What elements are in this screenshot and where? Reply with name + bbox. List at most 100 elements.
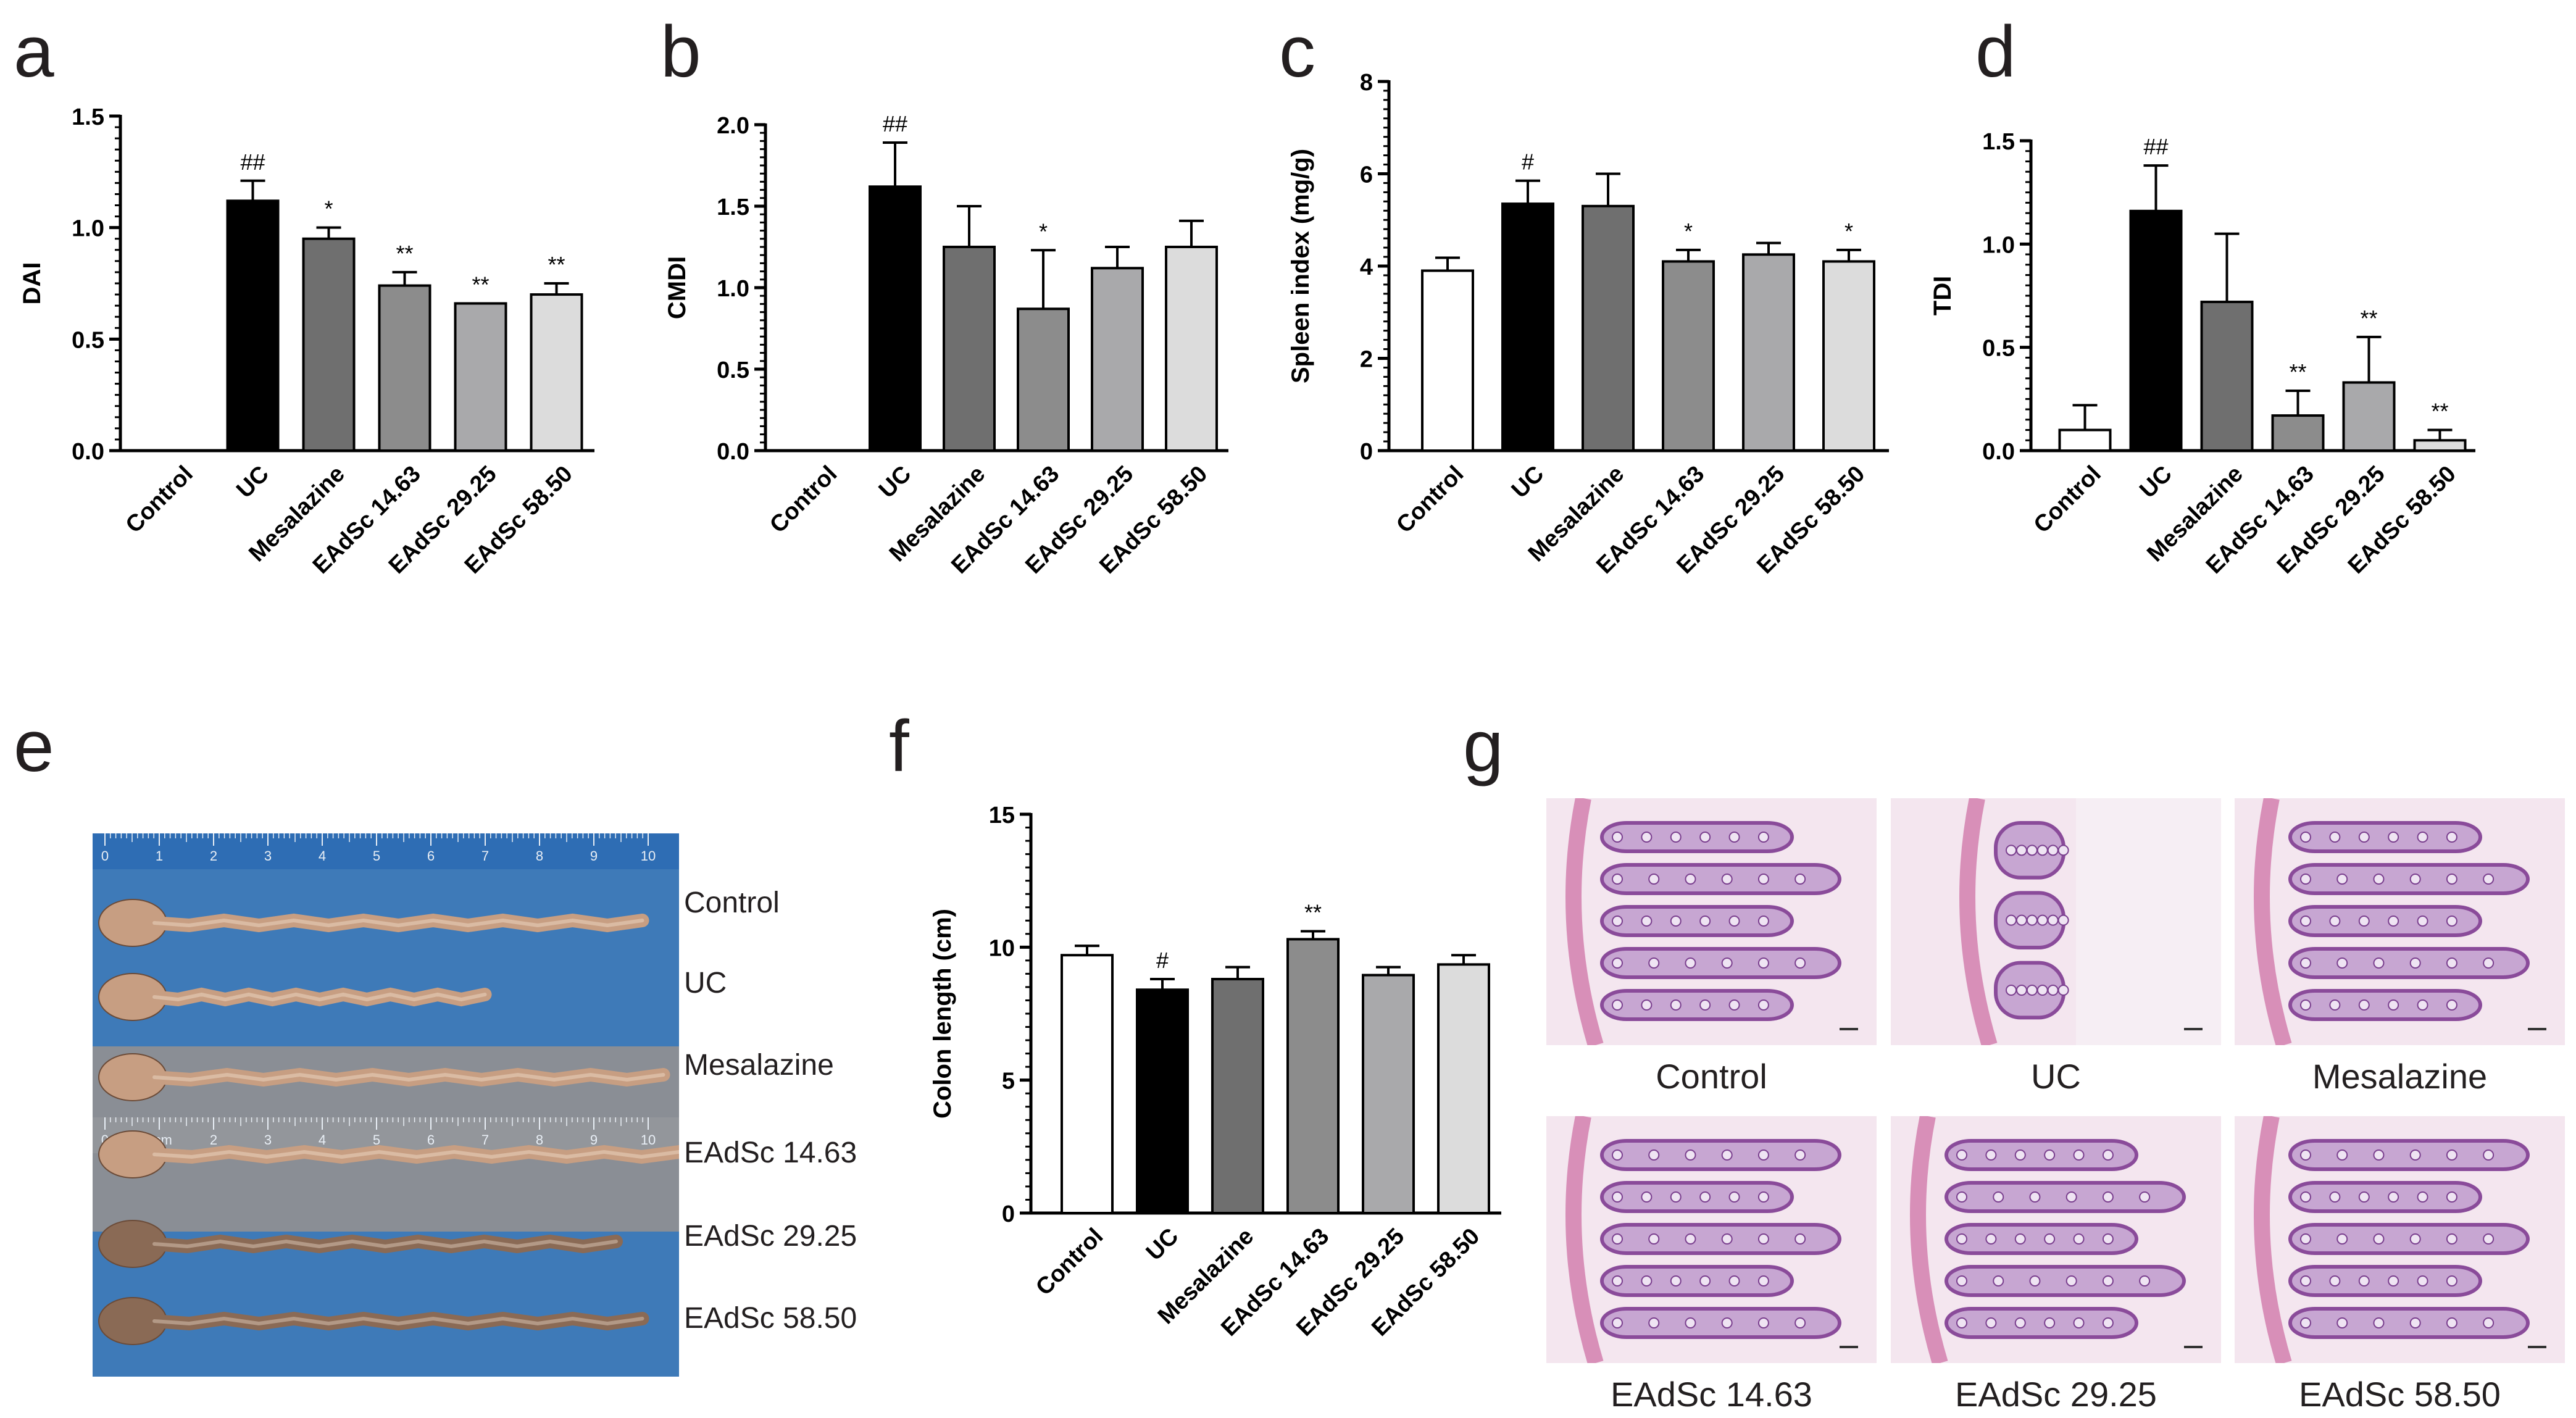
significance-label: ** — [2289, 359, 2306, 385]
scale-bar — [2184, 1028, 2203, 1030]
gland — [2102, 1191, 2114, 1203]
scale-bar — [2184, 1346, 2203, 1348]
bar — [2271, 414, 2325, 453]
bar — [1136, 988, 1189, 1214]
gland — [2300, 957, 2311, 969]
gland — [2073, 1317, 2085, 1328]
scale-bar — [1840, 1346, 1858, 1348]
ruler-number: 0 — [101, 848, 109, 864]
crypt-fold — [1600, 1181, 1794, 1213]
gland — [2036, 914, 2048, 926]
histology-label: EAdSc 29.25 — [1955, 1375, 2157, 1414]
gland — [2102, 1275, 2114, 1287]
ruler-number: 10 — [641, 848, 656, 864]
gland — [2300, 874, 2311, 885]
gland — [2057, 985, 2069, 996]
colon-row-label: Control — [684, 886, 780, 919]
gland — [1612, 1275, 1623, 1287]
gland — [1685, 1233, 1696, 1245]
ruler-number: 10 — [641, 1132, 656, 1148]
gland — [1757, 957, 1769, 969]
gland — [2329, 1275, 2341, 1287]
gland — [1956, 1233, 1967, 1245]
gland — [2388, 832, 2399, 843]
x-tick-label: UC — [874, 461, 917, 504]
bar — [1017, 307, 1070, 452]
significance-label: # — [1156, 948, 1169, 973]
panel-letter-a: a — [14, 11, 54, 93]
gland — [2409, 1317, 2421, 1328]
bar — [1061, 954, 1114, 1214]
gland — [2329, 1191, 2341, 1203]
colon-strand — [148, 1311, 649, 1331]
x-tick-label: UC — [1141, 1224, 1184, 1266]
gland — [2073, 1149, 2085, 1161]
bar — [2342, 381, 2396, 452]
y-axis-label: CMDI — [664, 256, 691, 319]
significance-label: ** — [472, 272, 489, 298]
y-tick-label: 5 — [1002, 1069, 1015, 1095]
ruler-number: 4 — [319, 1132, 326, 1148]
gland — [1721, 1233, 1733, 1245]
gland — [2102, 1317, 2114, 1328]
colon-row-label: Mesalazine — [684, 1049, 834, 1082]
bar — [530, 293, 583, 453]
histology-image — [2235, 1116, 2565, 1363]
gland — [1728, 999, 1740, 1011]
gland — [2300, 999, 2311, 1011]
gland — [2336, 1149, 2348, 1161]
crypt-fold — [2288, 947, 2530, 979]
x-tick-label: UC — [1507, 461, 1549, 504]
histology-image — [1546, 798, 1877, 1045]
ruler-number: 9 — [590, 1132, 598, 1148]
bar — [226, 199, 280, 452]
gland — [2358, 999, 2370, 1011]
crypt-fold — [2288, 1265, 2482, 1297]
gland — [1670, 915, 1682, 927]
scale-bar — [2528, 1346, 2546, 1348]
colon-row-label: EAdSc 14.63 — [684, 1136, 857, 1169]
gland — [1670, 999, 1682, 1011]
gland — [1641, 915, 1653, 927]
chart-cmdi: 0.00.51.01.52.0CMDIControl##UCMesalazine… — [664, 111, 1228, 579]
significance-label: * — [1039, 219, 1048, 244]
colon-highlight — [152, 992, 487, 1002]
bar — [1286, 938, 1340, 1214]
gland — [1757, 1317, 1769, 1328]
gland — [1757, 874, 1769, 885]
gland — [2029, 1191, 2041, 1203]
scale-bar — [1840, 1028, 1858, 1030]
bar — [1501, 202, 1554, 452]
y-tick-label: 0.5 — [1982, 336, 2015, 362]
y-tick-label: 1.0 — [1982, 232, 2015, 258]
gland — [1757, 832, 1769, 843]
y-tick-label: 0 — [1002, 1201, 1015, 1227]
colon-photograph: 01234567891001cm2345678910 — [93, 833, 679, 1377]
histology-image — [1891, 798, 2221, 1045]
y-tick-label: 0.0 — [717, 439, 749, 465]
histology-label: EAdSc 58.50 — [2299, 1375, 2501, 1414]
gland — [2047, 914, 2059, 926]
crypt-fold — [2288, 1223, 2530, 1255]
bar — [1091, 267, 1144, 452]
ruler-number: 2 — [210, 848, 217, 864]
lumen — [2076, 798, 2221, 1045]
panel-letter-f: f — [889, 706, 909, 787]
gland — [2057, 845, 2069, 856]
bar — [1662, 260, 1715, 452]
crypt-fold — [1600, 947, 1841, 979]
gland — [1728, 915, 1740, 927]
colon-highlight — [152, 918, 644, 928]
gland — [1612, 874, 1623, 885]
colon-strand — [148, 1234, 623, 1254]
crypt-fold — [1600, 1307, 1841, 1339]
gland — [2483, 1233, 2495, 1245]
y-tick-label: 1.5 — [717, 194, 749, 220]
gland — [2047, 985, 2059, 996]
ruler-number: 3 — [264, 1132, 272, 1148]
gland — [2483, 1317, 2495, 1328]
histology-label: Control — [1656, 1057, 1767, 1096]
ruler-number: 8 — [536, 848, 543, 864]
colon-strand — [148, 987, 492, 1007]
gland — [1641, 1191, 1653, 1203]
